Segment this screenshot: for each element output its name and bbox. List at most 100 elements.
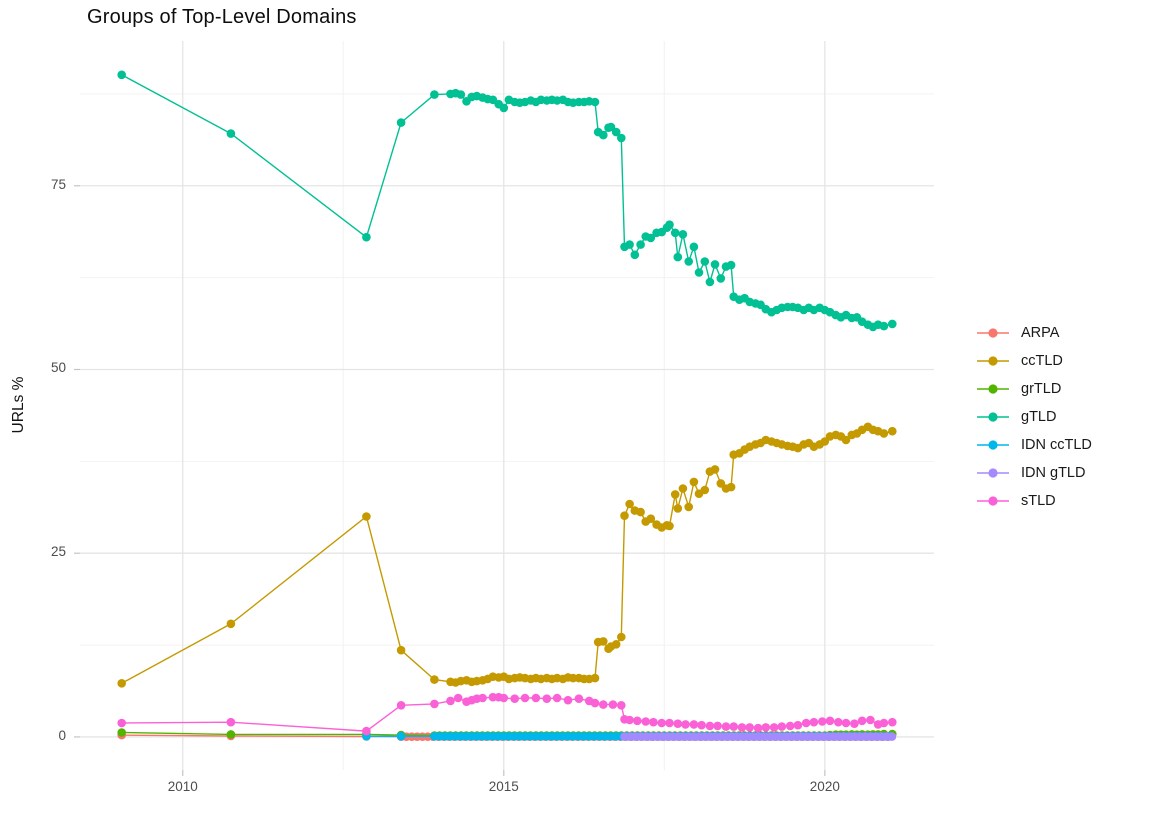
y-tick-label: 75 [50,176,66,192]
series-point-stld [617,701,626,710]
series-point-cctld [710,465,720,474]
legend-label-stld: sTLD [1021,493,1056,509]
legend-key-gtld [977,412,1009,422]
series-point-stld [542,694,552,703]
series-point-idn-cctld [396,732,406,741]
series-point-stld [633,716,642,726]
series-point-stld [825,716,835,726]
series-point-cctld [590,673,600,683]
series-point-stld [689,720,699,729]
series-point-gtld [888,319,897,329]
series-point-cctld [689,477,699,487]
series-point-stld [809,717,819,727]
series-point-cctld [636,507,645,517]
series-point-gtld [456,90,466,99]
series-point-gtld [684,257,693,266]
series-point-stld [801,718,811,728]
legend-item-gtld: gTLD [976,403,1092,431]
legend-label-arpa: ARPA [1021,325,1060,341]
series-point-stld [665,718,674,728]
series-point-gtld [716,274,726,283]
series-point-stld [857,716,867,726]
series-point-cctld [678,484,688,493]
series-point-cctld [684,502,693,512]
series-point-stld [713,721,722,731]
series-point-gtld [726,260,736,270]
series-point-cctld [362,512,371,521]
series-point-cctld [841,435,851,445]
series-point-gtld [362,232,371,242]
series-point-stld [785,721,795,731]
legend-key-idn-gtld [977,468,1009,478]
series-point-stld [599,700,608,709]
series-point-cctld [888,426,897,436]
series-line-gtld [121,74,893,328]
x-tick-label: 2020 [809,779,840,794]
series-point-gtld [646,233,656,243]
x-tick-label: 2010 [167,779,198,794]
legend-key-grtld [977,384,1009,394]
series-point-cctld [625,499,634,509]
series-point-gtld [226,129,236,138]
legend-dot-icon [988,440,998,450]
series-point-stld [657,718,666,728]
y-tick-label: 50 [50,360,66,376]
series-point-cctld [665,521,674,531]
series-point-gtld [611,127,621,137]
series-point-gtld [430,90,439,99]
series-point-gtld [710,260,720,269]
series-point-stld [769,723,779,732]
series-point-stld [888,717,897,727]
series-point-stld [531,693,541,703]
legend-dot-icon [988,496,998,506]
chart-title: Groups of Top-Level Domains [87,6,357,28]
series-point-stld [705,721,715,731]
legend-key-arpa [977,328,1009,338]
series-point-stld [563,695,573,705]
legend: ARPA ccTLD grTLD gTLD IDN ccTLD IDN gTLD sTLD [976,319,1092,515]
series-point-gtld [879,321,889,331]
series-point-gtld [665,220,674,229]
series-point-grtld [117,728,126,737]
series-point-cctld [611,640,621,649]
series-point-cctld [117,679,126,688]
series-point-cctld [620,511,629,520]
series-point-stld [850,719,859,728]
series-point-stld [793,720,803,730]
series-point-gtld [117,70,126,80]
legend-item-arpa: ARPA [976,319,1092,347]
series-point-stld [834,717,843,727]
series-point-gtld [678,230,688,239]
legend-item-cctld: ccTLD [976,347,1092,375]
series-point-cctld [646,514,656,523]
series-point-gtld [700,257,710,266]
series-point-cctld [879,429,889,438]
series-point-cctld [726,482,736,492]
series-point-stld [510,694,519,703]
series-point-gtld [630,250,640,260]
series-point-stld [552,693,562,703]
series-point-gtld [617,133,626,143]
series-point-stld [721,722,731,731]
series-point-stld [729,722,738,731]
series-point-stld [649,717,658,727]
series-point-cctld [599,637,608,646]
series-point-gtld [705,277,715,287]
series-point-stld [117,718,126,728]
legend-key-idn-cctld [977,440,1009,450]
legend-item-stld: sTLD [976,487,1092,515]
legend-item-idn-cctld: IDN ccTLD [976,431,1092,459]
series-point-stld [430,699,439,709]
series-point-gtld [625,240,634,249]
series-point-cctld [700,485,710,495]
legend-key-stld [977,496,1009,506]
series-point-cctld [226,619,236,629]
series-point-stld [478,693,487,703]
series-point-gtld [670,228,680,238]
series-point-stld [737,723,747,732]
series-point-cctld [617,632,626,642]
series-point-stld [879,718,889,728]
series-point-stld [673,719,683,728]
series-point-idn-gtld [887,732,897,741]
